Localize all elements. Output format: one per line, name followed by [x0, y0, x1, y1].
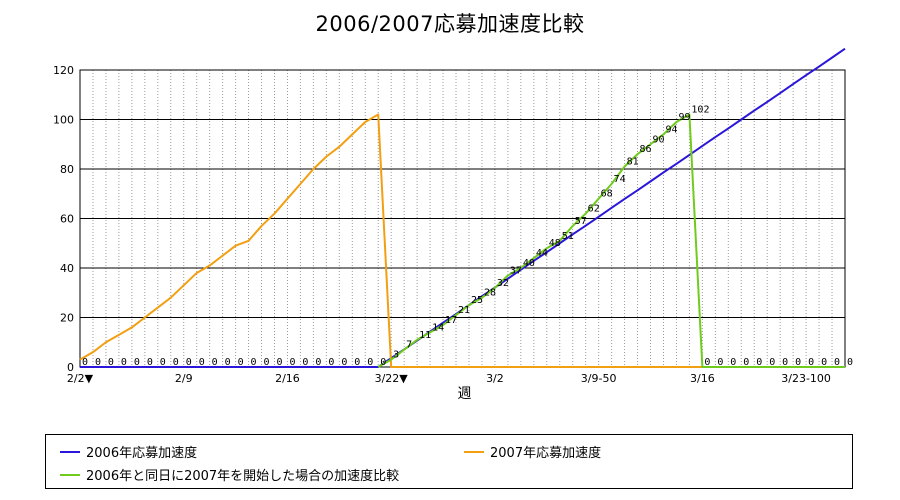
data-label: 14: [432, 322, 444, 333]
x-tick-label: 3/23-100: [781, 372, 831, 385]
legend-label-2006: 2006年応募加速度: [86, 446, 198, 461]
data-label: 11: [419, 330, 431, 341]
data-label: 0: [756, 357, 762, 368]
data-label: 0: [380, 357, 386, 368]
data-label: 0: [808, 357, 814, 368]
data-label: 0: [134, 357, 140, 368]
data-label: 0: [121, 357, 127, 368]
data-label: 74: [614, 174, 626, 185]
legend-item-2006: 2006年応募加速度: [60, 442, 197, 461]
legend-label-comparison: 2006年と同日に2007年を開始した場合の加速度比較: [86, 469, 400, 484]
x-tick-label: 2/9: [175, 372, 193, 385]
data-label: 0: [147, 357, 153, 368]
data-label: 0: [730, 357, 736, 368]
data-label: 0: [199, 357, 205, 368]
data-label: 0: [251, 357, 257, 368]
data-label: 40: [523, 258, 535, 269]
y-tick-label: 100: [53, 114, 74, 127]
x-tick-label: 3/9-50: [581, 372, 617, 385]
line-chart: 0 20 40 60 80 100 120 2/2▼ 2/9 2/16 3/22▼ 3/2 3/9-50…: [53, 47, 853, 402]
x-tick-label: 3/16: [690, 372, 715, 385]
data-label: 0: [782, 357, 788, 368]
data-label: 90: [653, 134, 665, 145]
data-label: 37: [510, 265, 522, 276]
data-label: 21: [458, 305, 470, 316]
legend-item-comparison: 2006年と同日に2007年を開始した場合の加速度比較: [60, 465, 399, 484]
data-label: 0: [795, 357, 801, 368]
data-label: 62: [588, 204, 600, 215]
y-tick-label: 120: [53, 64, 74, 77]
data-label: 51: [562, 231, 574, 242]
legend-label-2007: 2007年応募加速度: [490, 446, 602, 461]
x-tick-label: 2/2▼: [67, 372, 94, 385]
y-tick-label: 0: [67, 361, 74, 374]
data-label: 0: [160, 357, 166, 368]
data-label: 44: [536, 248, 548, 259]
data-label: 0: [821, 357, 827, 368]
y-tick-label: 40: [60, 262, 74, 275]
data-label: 94: [665, 124, 677, 135]
chart-title: 2006/2007応募加速度比較: [315, 12, 585, 36]
data-label: 0: [743, 357, 749, 368]
legend-swatch-2007: [464, 450, 484, 453]
data-label: 7: [406, 340, 412, 351]
legend-swatch-comparison: [60, 473, 80, 476]
data-label: 25: [471, 295, 483, 306]
data-label: 0: [186, 357, 192, 368]
data-label: 0: [315, 357, 321, 368]
legend-item-2007: 2007年応募加速度: [464, 442, 601, 461]
data-label: 0: [367, 357, 373, 368]
data-label: 86: [640, 144, 652, 155]
legend: 2006年応募加速度 2007年応募加速度 2006年と同日に2007年を開始し…: [45, 434, 853, 489]
x-tick-label: 2/16: [275, 372, 300, 385]
data-label: 0: [225, 357, 231, 368]
y-tick-label: 80: [60, 163, 74, 176]
data-label: 0: [212, 357, 218, 368]
x-axis-label: 週: [458, 386, 472, 402]
data-label: 0: [847, 357, 853, 368]
data-label: 0: [769, 357, 775, 368]
data-label: 0: [354, 357, 360, 368]
data-label: 0: [717, 357, 723, 368]
data-label: 0: [82, 357, 88, 368]
data-label: 48: [549, 238, 561, 249]
series-line-2: [377, 113, 845, 368]
data-label: 99: [678, 112, 690, 123]
y-tick-label: 60: [60, 213, 74, 226]
data-label: 0: [302, 357, 308, 368]
x-tick-label: 3/2: [486, 372, 504, 385]
data-label: 0: [173, 357, 179, 368]
data-label: 0: [276, 357, 282, 368]
data-label: 102: [691, 105, 709, 116]
data-label: 0: [264, 357, 270, 368]
data-label: 0: [95, 357, 101, 368]
data-label: 17: [445, 315, 457, 326]
data-label: 28: [484, 288, 496, 299]
data-label: 0: [238, 357, 244, 368]
data-label: 0: [328, 357, 334, 368]
data-label: 0: [289, 357, 295, 368]
series-line-0: [80, 47, 846, 368]
data-label: 57: [575, 216, 587, 227]
data-label: 0: [834, 357, 840, 368]
data-label: 32: [497, 278, 509, 289]
x-tick-label: 3/22▼: [375, 372, 409, 385]
data-label: 0: [704, 357, 710, 368]
y-tick-label: 20: [60, 312, 74, 325]
data-label: 81: [627, 157, 639, 168]
legend-swatch-2006: [60, 450, 80, 453]
data-label: 68: [601, 189, 613, 200]
data-label: 3: [393, 350, 399, 361]
series-line-1: [79, 113, 845, 368]
data-label: 0: [341, 357, 347, 368]
data-label: 0: [108, 357, 114, 368]
